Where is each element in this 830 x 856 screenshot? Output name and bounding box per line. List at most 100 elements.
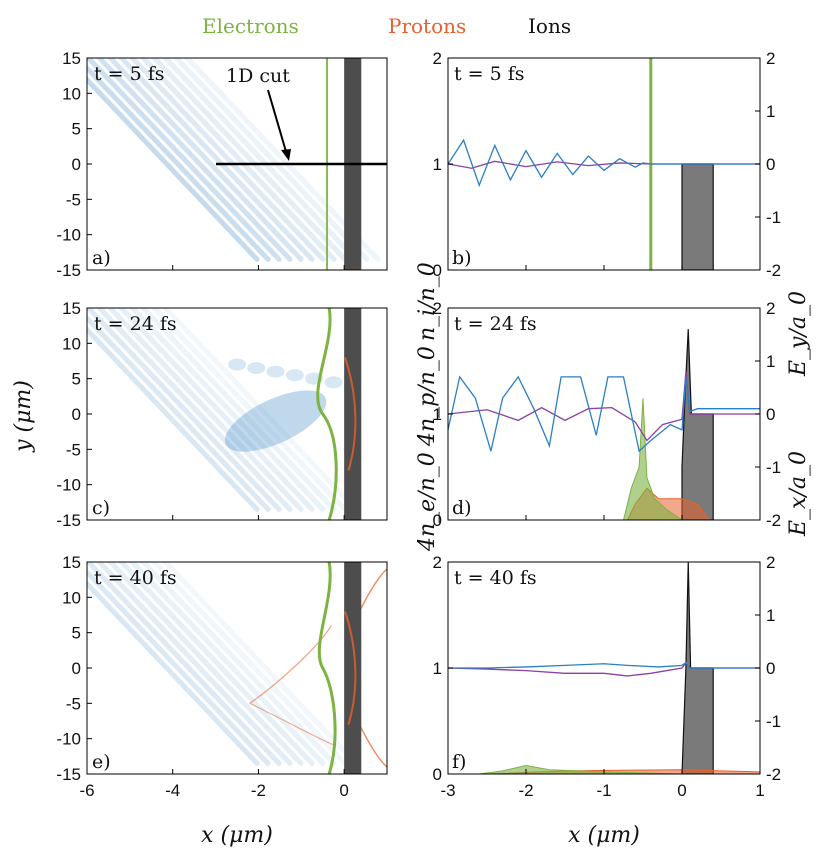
ey-line (448, 375, 760, 453)
right-xlabel: x (μm) (568, 823, 640, 848)
field-stripe (151, 562, 348, 766)
field-ylabel-ex: E_x/a_0 (786, 451, 811, 537)
field-ylabel: E_x/a_0 E_y/a_0 (786, 291, 811, 537)
cut-annotation: 1D cut (216, 62, 387, 166)
time-label-e: t = 40 fs (94, 567, 177, 589)
ytick-label: -10 (56, 730, 81, 749)
ey-line (448, 661, 760, 669)
ytick-label: 10 (62, 84, 81, 103)
ytick-right-label: -2 (766, 765, 781, 784)
ytick-label: 0 (433, 765, 442, 784)
cut-label-bg (222, 62, 324, 88)
xtick-label: -3 (440, 781, 455, 800)
electron-density (622, 398, 683, 520)
left-ylabel: y (μm) (11, 380, 36, 453)
ytick-label: 10 (62, 334, 81, 353)
target-slab (344, 562, 362, 774)
field-spot (228, 358, 246, 371)
xtick-label: -2 (518, 781, 533, 800)
electron-density (479, 765, 683, 774)
field-spot (247, 362, 266, 375)
ytick-label: 0 (72, 405, 81, 424)
field-stripe (107, 562, 304, 766)
ytick-label: 0 (433, 511, 442, 530)
field-stripe (118, 58, 315, 262)
ytick-label: 0 (433, 261, 442, 280)
field-stripe (96, 562, 293, 766)
field-stripe (107, 58, 304, 262)
ytick-label: 5 (72, 370, 81, 389)
time-label-f: t = 40 fs (454, 567, 537, 589)
field-stripe (162, 308, 359, 512)
time-label-d: t = 24 fs (454, 313, 537, 335)
ytick-label: 5 (72, 624, 81, 643)
field-stripe (87, 562, 282, 766)
density-ylabel-electrons: 4n_e/n_0 (415, 452, 440, 552)
ytick-label: 5 (72, 120, 81, 139)
legend-electrons: Electrons (202, 14, 299, 38)
ytick-label: 1 (433, 659, 442, 678)
ey-line (448, 138, 760, 188)
field-stripe (87, 64, 271, 262)
proton-surface (344, 611, 357, 725)
density-ylabel-protons: 4n_p/n_0 (415, 346, 440, 447)
xtick-label: 0 (677, 781, 686, 800)
field-stripe (140, 58, 337, 262)
field-stripe (87, 568, 271, 766)
field-stripe (151, 308, 348, 512)
field-ylabel-ey: E_y/a_0 (786, 291, 811, 377)
ytick-label: -15 (56, 511, 81, 530)
ytick-label: -15 (56, 261, 81, 280)
ytick-label: 15 (62, 49, 81, 68)
left-xlabel: x (μm) (201, 823, 273, 848)
field-stripe (118, 562, 315, 766)
target-slab (344, 308, 362, 520)
electron-surface (316, 308, 338, 520)
field-stripe (87, 326, 260, 512)
field-stripe (87, 58, 282, 262)
xtick-label: 0 (339, 781, 348, 800)
field-stripe (87, 580, 260, 766)
ytick-right-label: 1 (766, 606, 775, 625)
field-blob (224, 390, 327, 452)
panel-label-e: e) (92, 751, 111, 773)
ytick-right-label: 0 (766, 155, 775, 174)
proton-front (249, 625, 332, 704)
ytick-label: 2 (433, 49, 442, 68)
field-stripe (87, 76, 260, 262)
ytick-right-label: -1 (766, 208, 781, 227)
field-stripe (140, 308, 337, 512)
plot-b (448, 58, 760, 270)
ytick-right-label: 2 (766, 49, 775, 68)
ytick-label: 0 (72, 155, 81, 174)
ytick-label: 15 (62, 553, 81, 572)
time-label-a: t = 5 fs (94, 63, 165, 85)
ytick-right-label: -1 (766, 458, 781, 477)
proton-surface (344, 357, 357, 471)
field-spot (266, 365, 285, 378)
legend-ions: Ions (528, 14, 571, 38)
time-label-b: t = 5 fs (454, 63, 525, 85)
xtick-label: 1 (755, 781, 764, 800)
ion-density (681, 329, 714, 520)
panel-label-a: a) (92, 247, 111, 269)
plot-f (448, 562, 760, 774)
xtick-label: -6 (79, 781, 94, 800)
ytick-right-label: 0 (766, 405, 775, 424)
ytick-label: 15 (62, 299, 81, 318)
xtick-label: -1 (596, 781, 611, 800)
ion-density (681, 163, 714, 270)
field-stripe (96, 308, 293, 512)
ytick-right-label: 2 (766, 299, 775, 318)
field-stripe (140, 562, 337, 766)
ytick-label: -10 (56, 226, 81, 245)
field-stripe (151, 58, 348, 262)
cut-arrow (267, 89, 288, 156)
cut-label: 1D cut (226, 65, 290, 87)
cut-arrowhead (281, 149, 291, 161)
panel-label-b: b) (452, 247, 472, 269)
ytick-label: -5 (66, 440, 81, 459)
panel-label-c: c) (92, 497, 110, 519)
